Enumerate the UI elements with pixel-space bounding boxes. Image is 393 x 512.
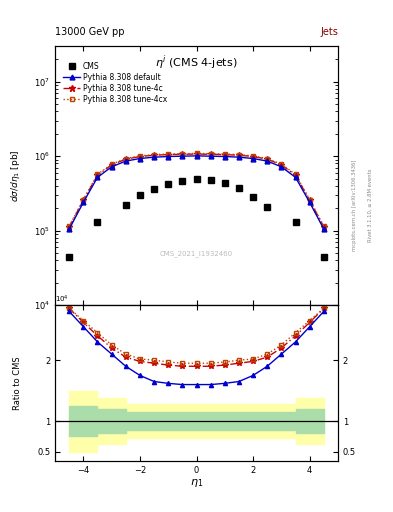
Pythia 8.308 tune-4c: [109, 162, 114, 168]
Text: $10^4$: $10^4$: [55, 293, 68, 305]
Pythia 8.308 tune-4cx: [123, 156, 128, 162]
Line: Pythia 8.308 tune-4c: Pythia 8.308 tune-4c: [66, 151, 327, 230]
Text: 13000 GeV pp: 13000 GeV pp: [55, 27, 125, 37]
Y-axis label: $d\sigma/d\eta_1$ [pb]: $d\sigma/d\eta_1$ [pb]: [9, 150, 22, 202]
Pythia 8.308 default: [152, 154, 156, 160]
Pythia 8.308 tune-4c: [208, 151, 213, 157]
CMS: [265, 204, 270, 210]
Text: $\eta^i$ (CMS 4-jets): $\eta^i$ (CMS 4-jets): [155, 54, 238, 73]
Pythia 8.308 default: [307, 199, 312, 205]
Line: Pythia 8.308 default: Pythia 8.308 default: [67, 154, 326, 231]
Pythia 8.308 tune-4cx: [194, 151, 199, 157]
CMS: [321, 253, 326, 260]
Pythia 8.308 default: [194, 153, 199, 159]
Pythia 8.308 default: [109, 164, 114, 170]
CMS: [166, 180, 171, 186]
Pythia 8.308 tune-4cx: [95, 172, 100, 178]
Pythia 8.308 tune-4c: [279, 162, 284, 168]
CMS: [138, 192, 142, 198]
Pythia 8.308 tune-4cx: [81, 197, 86, 203]
CMS: [237, 185, 241, 191]
Pythia 8.308 default: [251, 156, 255, 162]
CMS: [180, 178, 185, 184]
Pythia 8.308 default: [166, 154, 171, 160]
Pythia 8.308 default: [222, 154, 227, 160]
Legend: CMS, Pythia 8.308 default, Pythia 8.308 tune-4c, Pythia 8.308 tune-4cx: CMS, Pythia 8.308 default, Pythia 8.308 …: [62, 60, 169, 105]
Pythia 8.308 tune-4cx: [251, 153, 255, 159]
Pythia 8.308 default: [293, 174, 298, 180]
Pythia 8.308 default: [67, 226, 72, 232]
Pythia 8.308 default: [81, 199, 86, 205]
Pythia 8.308 tune-4c: [67, 224, 72, 230]
Text: CMS_2021_I1932460: CMS_2021_I1932460: [160, 250, 233, 257]
Pythia 8.308 default: [279, 164, 284, 170]
Pythia 8.308 default: [321, 226, 326, 232]
Pythia 8.308 default: [123, 158, 128, 164]
CMS: [152, 186, 156, 193]
Pythia 8.308 tune-4c: [123, 156, 128, 162]
CMS: [208, 177, 213, 183]
Pythia 8.308 tune-4c: [152, 152, 156, 158]
CMS: [194, 176, 199, 182]
Pythia 8.308 tune-4c: [293, 172, 298, 178]
Pythia 8.308 tune-4c: [138, 154, 142, 160]
CMS: [95, 219, 100, 225]
CMS: [222, 180, 227, 186]
Pythia 8.308 tune-4c: [222, 152, 227, 158]
Line: Pythia 8.308 tune-4cx: Pythia 8.308 tune-4cx: [67, 151, 326, 229]
Pythia 8.308 tune-4cx: [138, 153, 142, 159]
Pythia 8.308 tune-4c: [81, 197, 86, 203]
Pythia 8.308 tune-4c: [237, 152, 241, 158]
Pythia 8.308 tune-4c: [251, 154, 255, 160]
Pythia 8.308 tune-4cx: [67, 223, 72, 229]
Pythia 8.308 tune-4cx: [208, 151, 213, 157]
Pythia 8.308 tune-4cx: [279, 161, 284, 167]
Pythia 8.308 tune-4cx: [166, 151, 171, 157]
Pythia 8.308 tune-4cx: [321, 223, 326, 229]
Pythia 8.308 tune-4cx: [109, 161, 114, 167]
Text: mcplots.cern.ch [arXiv:1306.3436]: mcplots.cern.ch [arXiv:1306.3436]: [352, 159, 357, 250]
Pythia 8.308 tune-4cx: [180, 151, 185, 157]
CMS: [293, 219, 298, 225]
Pythia 8.308 tune-4c: [307, 197, 312, 203]
CMS: [123, 202, 128, 208]
Line: CMS: CMS: [66, 176, 327, 260]
Pythia 8.308 default: [95, 174, 100, 180]
Pythia 8.308 default: [180, 153, 185, 159]
Text: Rivet 3.1.10, ≥ 2.8M events: Rivet 3.1.10, ≥ 2.8M events: [367, 168, 373, 242]
Pythia 8.308 tune-4c: [321, 224, 326, 230]
Pythia 8.308 tune-4cx: [265, 156, 270, 162]
CMS: [67, 253, 72, 260]
Pythia 8.308 tune-4c: [95, 172, 100, 178]
Y-axis label: Ratio to CMS: Ratio to CMS: [13, 356, 22, 410]
X-axis label: $\eta_1$: $\eta_1$: [190, 477, 203, 489]
CMS: [251, 195, 255, 201]
Pythia 8.308 tune-4cx: [293, 172, 298, 178]
Pythia 8.308 tune-4cx: [222, 151, 227, 157]
Pythia 8.308 default: [208, 153, 213, 159]
Pythia 8.308 tune-4cx: [152, 152, 156, 158]
Pythia 8.308 tune-4cx: [307, 197, 312, 203]
Text: Jets: Jets: [320, 27, 338, 37]
Pythia 8.308 tune-4c: [180, 151, 185, 157]
Pythia 8.308 tune-4c: [265, 156, 270, 162]
Pythia 8.308 tune-4c: [166, 152, 171, 158]
Pythia 8.308 default: [237, 154, 241, 160]
Pythia 8.308 default: [265, 158, 270, 164]
Pythia 8.308 tune-4cx: [237, 152, 241, 158]
Pythia 8.308 default: [138, 156, 142, 162]
Pythia 8.308 tune-4c: [194, 151, 199, 157]
